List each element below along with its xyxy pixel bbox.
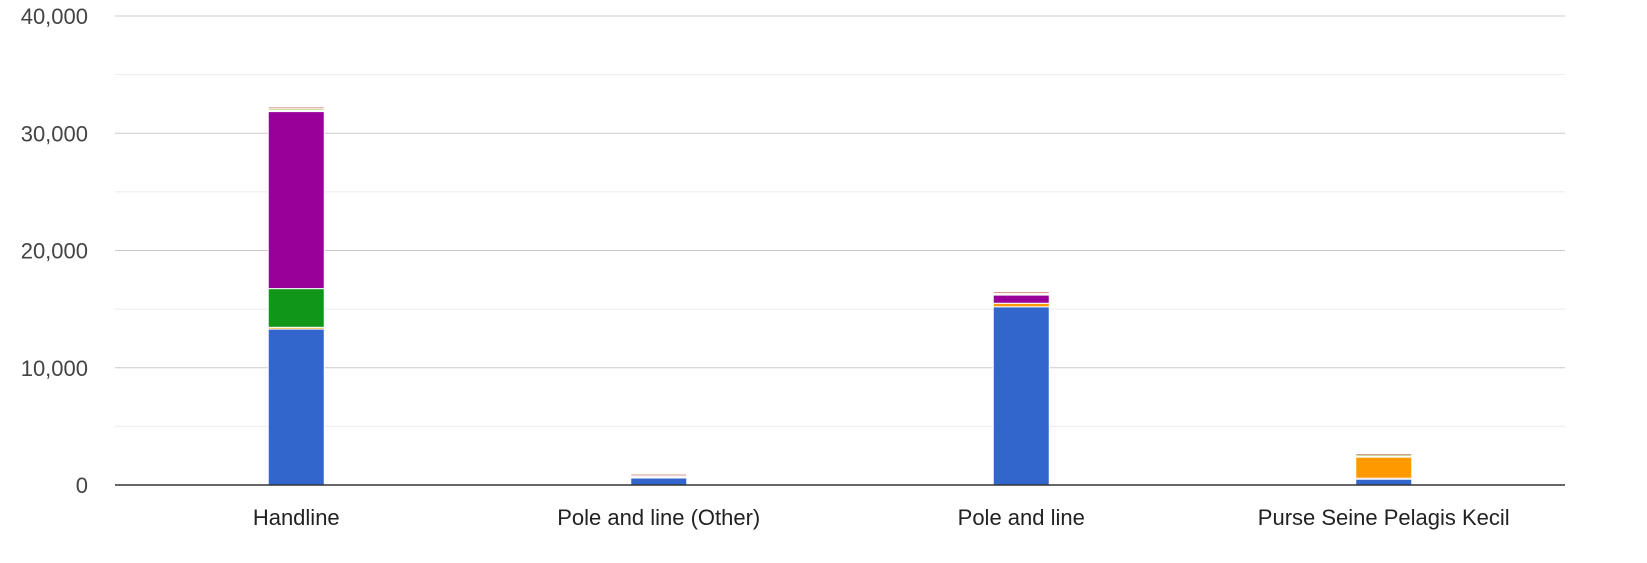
x-category-label: Pole and line (Other) xyxy=(557,505,760,530)
y-tick-label: 30,000 xyxy=(21,121,88,146)
y-tick-label: 0 xyxy=(76,473,88,498)
x-category-label: Pole and line xyxy=(958,505,1085,530)
x-axis-labels: Handline Pole and line (Other) Pole and li… xyxy=(253,505,1510,530)
y-tick-label: 40,000 xyxy=(21,4,88,29)
bar-segment[interactable] xyxy=(267,328,325,486)
x-category-label: Handline xyxy=(253,505,340,530)
bars-layer xyxy=(267,106,1413,486)
bar-segment[interactable] xyxy=(992,294,1050,304)
bar-segment[interactable] xyxy=(267,288,325,328)
y-tick-label: 20,000 xyxy=(21,239,88,264)
y-tick-label: 10,000 xyxy=(21,356,88,381)
y-axis-labels: 0 10,000 20,000 30,000 40,000 xyxy=(21,4,88,498)
bar-segment[interactable] xyxy=(630,473,688,477)
bar-segment[interactable] xyxy=(630,477,688,486)
bar-segment[interactable] xyxy=(1355,456,1413,479)
bar-segment[interactable] xyxy=(267,111,325,290)
bar-segment[interactable] xyxy=(992,302,1050,308)
bar-segment[interactable] xyxy=(992,291,1050,294)
bar-segment[interactable] xyxy=(1355,453,1413,456)
bar-segment[interactable] xyxy=(992,306,1050,486)
grid-layer xyxy=(115,15,1565,427)
bar-segment[interactable] xyxy=(267,106,325,110)
bar-segment[interactable] xyxy=(1355,478,1413,486)
x-category-label: Purse Seine Pelagis Kecil xyxy=(1258,505,1510,530)
